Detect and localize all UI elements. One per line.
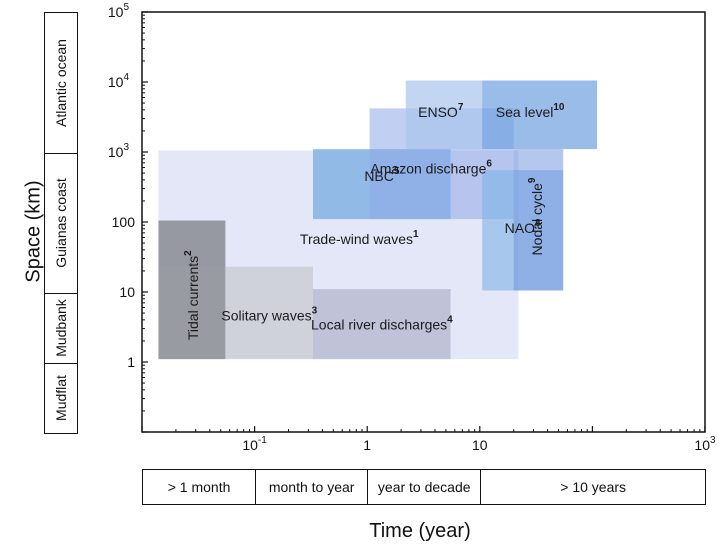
region-label: Sea level10: [496, 102, 565, 120]
tick-label: 103: [694, 435, 716, 453]
tick-label: 10-1: [242, 435, 267, 453]
tick-label: 104: [108, 72, 130, 90]
regions-layer: [158, 80, 598, 360]
tick-label: 10: [119, 284, 135, 300]
tick-label: 105: [108, 2, 130, 20]
space-band: Mudflat: [44, 362, 78, 434]
region-label: Trade-wind waves1: [300, 229, 419, 247]
region-label: Amazon discharge6: [370, 158, 492, 176]
space-band: Mudbank: [44, 292, 78, 364]
region-10: [482, 80, 598, 150]
region-label: NAO8: [505, 217, 541, 235]
region-9: [513, 149, 564, 291]
space-band-label: Mudflat: [53, 374, 69, 421]
region-7: [405, 80, 483, 150]
tick-label: 1: [363, 437, 371, 453]
region-label: NBC5: [364, 166, 400, 184]
space-band-label: Atlantic ocean: [53, 38, 69, 127]
space-band-label: Guianas coast: [53, 178, 69, 268]
time-band: year to decade: [367, 469, 482, 505]
tick-label: 10: [472, 437, 488, 453]
tick-label: 103: [108, 142, 130, 160]
y-axis-label: Space (km): [22, 180, 45, 283]
time-band: > 1 month: [142, 469, 257, 505]
space-band-label: Mudbank: [53, 298, 69, 357]
region-labels-layer: Trade-wind waves1 Tidal currents2 Solitary…: [183, 102, 565, 340]
region-label: Solitary waves3: [221, 305, 317, 323]
region-label: Tidal currents2: [183, 250, 201, 340]
time-band: month to year: [254, 469, 369, 505]
region-2: [158, 266, 226, 360]
tick-label: 1: [127, 354, 135, 370]
ticks-layer: 10-1 1 10 103 1 10 100 103 104 105: [108, 2, 716, 453]
tick-label: 100: [112, 214, 136, 230]
region-4: [312, 289, 451, 360]
region-label: Nodal cycle9: [527, 177, 545, 255]
region-3: [225, 266, 313, 360]
space-band: Guianas coast: [44, 152, 78, 294]
region-label: ENSO7: [418, 102, 464, 120]
time-band: > 10 years: [479, 469, 707, 505]
space-band: Atlantic ocean: [44, 12, 78, 154]
x-axis-label: Time (year): [369, 520, 471, 542]
region-label: Local river discharges4: [311, 314, 453, 332]
